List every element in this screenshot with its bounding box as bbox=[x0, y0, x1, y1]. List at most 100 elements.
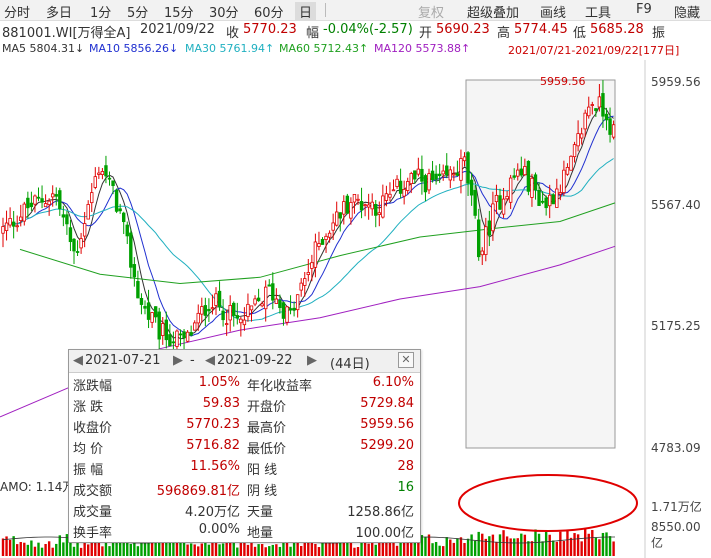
period-daily[interactable]: 日 bbox=[295, 2, 317, 21]
candle-body bbox=[555, 188, 559, 208]
period-multiday[interactable]: 多日 bbox=[46, 6, 73, 21]
candle-body bbox=[68, 227, 73, 243]
candle-body bbox=[221, 310, 225, 321]
volume-bar bbox=[388, 535, 392, 556]
candle-body bbox=[345, 195, 350, 214]
volume-bar bbox=[342, 539, 345, 556]
volume-bar bbox=[55, 543, 58, 556]
volume-bar bbox=[544, 531, 548, 556]
volume-bar bbox=[90, 541, 93, 556]
volume-bar bbox=[186, 544, 189, 556]
candle-body bbox=[402, 189, 406, 197]
volume-bar bbox=[484, 538, 487, 556]
draw-line-button[interactable]: 画线 bbox=[540, 6, 567, 21]
candle-body bbox=[569, 155, 573, 171]
volume-bar bbox=[147, 542, 150, 556]
tools-button[interactable]: 工具 bbox=[585, 6, 612, 21]
volume-bar bbox=[356, 547, 360, 556]
f9-button[interactable]: F9 bbox=[636, 2, 652, 17]
candle-body bbox=[196, 312, 200, 324]
candle-body bbox=[253, 298, 257, 305]
candle-body bbox=[72, 238, 76, 252]
next-end-icon[interactable]: ▶ bbox=[307, 353, 317, 368]
candle-body bbox=[590, 104, 594, 106]
amo-label: AMO: 1.14万 bbox=[0, 480, 75, 494]
candle-body bbox=[164, 319, 168, 341]
candle-body bbox=[434, 173, 438, 180]
candle-body bbox=[384, 193, 389, 201]
volume-bar bbox=[601, 532, 605, 556]
volume-bar bbox=[236, 547, 239, 556]
y-tick-label: 5175.25 bbox=[651, 319, 701, 333]
period-1min[interactable]: 1分 bbox=[90, 6, 112, 21]
candle-body bbox=[487, 220, 492, 236]
end-date[interactable]: 2021-09-22 bbox=[217, 353, 293, 368]
volume-bar bbox=[51, 547, 54, 556]
candle-body bbox=[129, 232, 133, 268]
selection-rect[interactable] bbox=[465, 79, 616, 449]
panel-header: ◀ 2021-07-21 ▶ - ◀ 2021-09-22 ▶ (44日) ✕ bbox=[69, 350, 420, 373]
super-overlay-button[interactable]: 超级叠加 bbox=[467, 6, 520, 21]
stat-value: 596869.81亿 bbox=[156, 484, 240, 499]
volume-bar bbox=[225, 539, 228, 556]
kline-chart[interactable] bbox=[0, 60, 711, 558]
volume-bar bbox=[310, 534, 314, 556]
candle-body bbox=[61, 214, 66, 218]
volume-bar bbox=[349, 539, 353, 556]
candle-body bbox=[274, 298, 279, 304]
stat-value: 5959.56 bbox=[360, 417, 414, 432]
candle-body bbox=[239, 318, 243, 324]
period-intraday[interactable]: 分时 bbox=[4, 6, 31, 21]
volume-bar bbox=[179, 537, 182, 556]
open-value: 5690.23 bbox=[436, 22, 490, 37]
candle-body bbox=[36, 196, 41, 199]
volume-bar bbox=[296, 535, 299, 556]
stat-label: 均 价 bbox=[73, 442, 104, 457]
volume-bar bbox=[23, 542, 26, 556]
volume-bar bbox=[12, 536, 15, 556]
volume-bar bbox=[182, 536, 186, 556]
volume-bar bbox=[438, 545, 441, 556]
candle-body bbox=[189, 332, 193, 336]
volume-bar bbox=[19, 541, 22, 556]
candle-body bbox=[523, 166, 527, 176]
day-count: (44日) bbox=[330, 357, 370, 372]
hide-button[interactable]: 隐藏 bbox=[674, 6, 701, 21]
period-5min[interactable]: 5分 bbox=[127, 6, 149, 21]
candle-body bbox=[86, 204, 90, 220]
period-15min[interactable]: 15分 bbox=[164, 6, 194, 21]
stat-label: 涨 跌 bbox=[73, 400, 104, 415]
ma5-value: MA5 5804.31↓ bbox=[2, 42, 85, 55]
stat-label: 成交额 bbox=[73, 484, 113, 499]
volume-bar bbox=[509, 538, 512, 556]
volume-bar bbox=[30, 540, 33, 556]
candle-body bbox=[54, 194, 58, 197]
candle-body bbox=[587, 106, 591, 117]
prev-end-icon[interactable]: ◀ bbox=[205, 353, 215, 368]
candle-body bbox=[391, 189, 396, 192]
volume-bar bbox=[427, 534, 431, 556]
volume-bar bbox=[523, 534, 527, 556]
restore-rights-button[interactable]: 复权 bbox=[418, 6, 445, 21]
close-icon[interactable]: ✕ bbox=[398, 352, 414, 368]
candle-body bbox=[576, 133, 580, 147]
candle-body bbox=[363, 204, 367, 207]
candle-body bbox=[132, 264, 137, 278]
start-date[interactable]: 2021-07-21 bbox=[85, 353, 161, 368]
candle-body bbox=[455, 173, 460, 176]
next-start-icon[interactable]: ▶ bbox=[173, 353, 183, 368]
interval-stats-panel: ◀ 2021-07-21 ▶ - ◀ 2021-09-22 ▶ (44日) ✕ … bbox=[68, 349, 421, 543]
candle-body bbox=[175, 330, 179, 347]
volume-bar bbox=[193, 544, 196, 556]
volume-bar bbox=[576, 534, 580, 556]
ma60-value: MA60 5712.43↑ bbox=[279, 42, 369, 55]
prev-start-icon[interactable]: ◀ bbox=[73, 353, 83, 368]
candle-body bbox=[82, 223, 87, 237]
period-60min[interactable]: 60分 bbox=[254, 6, 284, 21]
volume-bar bbox=[502, 530, 505, 556]
volume-bar bbox=[417, 538, 420, 556]
change-label: 幅 bbox=[306, 26, 320, 41]
volume-bar bbox=[126, 534, 129, 556]
period-30min[interactable]: 30分 bbox=[209, 6, 239, 21]
candle-body bbox=[413, 170, 417, 180]
